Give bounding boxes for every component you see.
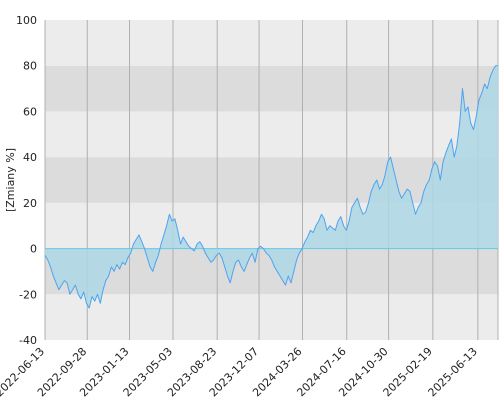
plot-background-bands (45, 20, 498, 340)
y-tick-label: 100 (16, 14, 37, 27)
y-axis-ticks: -40 -20 0 20 40 60 80 100 (16, 14, 37, 347)
y-tick-label: 20 (23, 197, 37, 210)
y-tick-label: 0 (30, 243, 37, 256)
plot-band (45, 111, 498, 158)
y-tick-label: 40 (23, 151, 37, 164)
series-line (44, 65, 498, 309)
series-area-fill (45, 65, 498, 308)
x-axis-ticks: 2022-06-132022-09-282023-01-132023-05-03… (0, 345, 480, 399)
y-tick-label: 80 (23, 60, 37, 73)
y-tick-label: 60 (23, 105, 37, 118)
plot-band (45, 294, 498, 340)
y-tick-label: -20 (19, 288, 37, 301)
y-axis-label: [Zmiany %] (4, 148, 17, 212)
plot-band (45, 20, 498, 66)
series-layer (44, 65, 498, 309)
y-tick-label: -40 (19, 334, 37, 347)
plot-band (45, 65, 498, 112)
